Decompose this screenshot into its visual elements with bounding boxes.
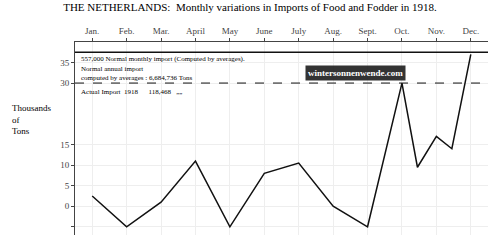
- svg-text:Actual Import 1918 118,4: Actual Import 1918 118,468 „„: [81, 88, 182, 96]
- svg-text:Feb.: Feb.: [119, 26, 135, 36]
- svg-text:Nov.: Nov.: [428, 26, 445, 36]
- svg-text:July: July: [291, 26, 307, 36]
- svg-text:Normal annual import: Normal annual import: [81, 65, 143, 73]
- svg-text:computed by averages : 6,684,7: computed by averages : 6,684,736 Tons: [81, 74, 193, 82]
- svg-text:May: May: [222, 26, 239, 36]
- svg-text:Mar.: Mar.: [153, 26, 170, 36]
- svg-text:557,000 Normal monthly import: 557,000 Normal monthly import (Computed …: [81, 55, 245, 63]
- svg-text:Aug.: Aug.: [324, 26, 342, 36]
- svg-text:5: 5: [65, 181, 70, 191]
- svg-text:wintersonnenwende.com: wintersonnenwende.com: [308, 68, 403, 78]
- svg-text:10: 10: [60, 160, 70, 170]
- svg-text:ThousandsofTons: ThousandsofTons: [12, 103, 51, 136]
- svg-text:Jan.: Jan.: [85, 26, 99, 36]
- svg-text:15: 15: [60, 140, 70, 150]
- svg-text:Sept.: Sept.: [358, 26, 376, 36]
- svg-text:Dec.: Dec.: [462, 26, 479, 36]
- svg-text:35: 35: [60, 58, 70, 68]
- svg-text:Oct.: Oct.: [394, 26, 409, 36]
- svg-text:June: June: [256, 26, 273, 36]
- svg-text:April: April: [186, 26, 205, 36]
- svg-text:0: 0: [65, 201, 70, 211]
- svg-text:30: 30: [60, 78, 70, 88]
- svg-text:THE NETHERLANDS: Monthly vari: THE NETHERLANDS: Monthly variations in I…: [63, 1, 437, 13]
